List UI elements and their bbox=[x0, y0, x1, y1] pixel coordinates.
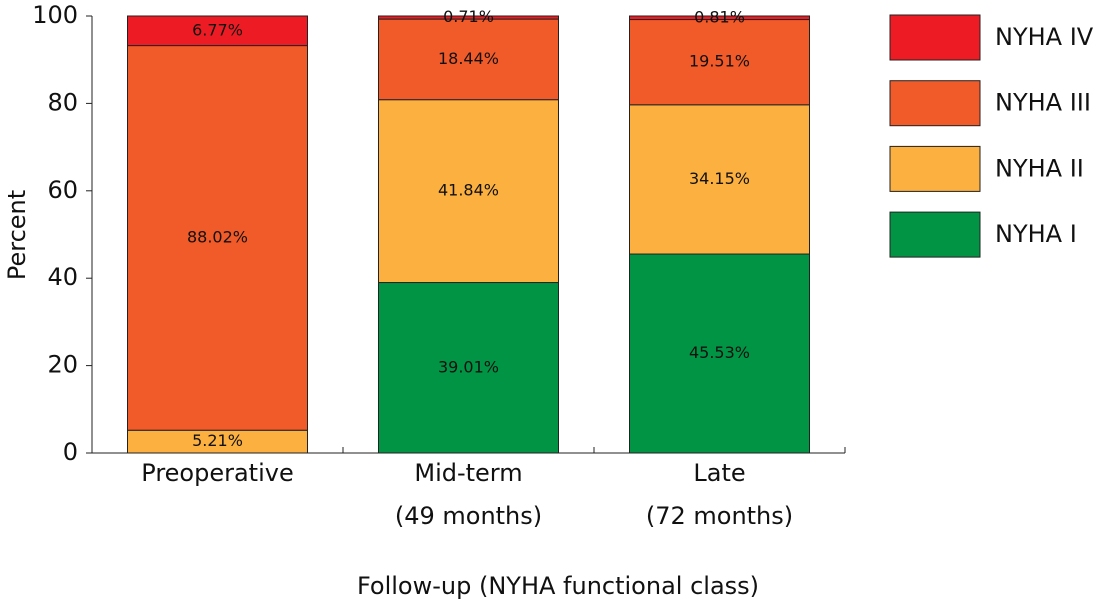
x-tick-label: Mid-term bbox=[414, 459, 522, 487]
x-tick-label: Preoperative bbox=[141, 459, 293, 487]
value-label: 19.51% bbox=[689, 52, 750, 71]
value-label: 39.01% bbox=[438, 357, 499, 376]
value-label: 0.81% bbox=[694, 7, 745, 26]
value-label: 0.71% bbox=[443, 7, 494, 26]
y-tick-label: 80 bbox=[47, 88, 78, 116]
bar-segment bbox=[127, 45, 308, 431]
y-axis-title: Percent bbox=[3, 190, 31, 280]
legend-swatch bbox=[889, 145, 981, 192]
y-tick-label: 20 bbox=[47, 351, 78, 379]
y-tick-label: 0 bbox=[63, 438, 78, 466]
value-label: 34.15% bbox=[689, 169, 750, 188]
legend-label: NYHA II bbox=[995, 154, 1084, 182]
bar-segment bbox=[629, 253, 810, 454]
legend-swatch bbox=[889, 80, 981, 127]
bar-segment bbox=[629, 19, 810, 106]
value-label: 5.21% bbox=[192, 431, 243, 450]
value-label: 88.02% bbox=[187, 227, 248, 246]
x-tick-label: (49 months) bbox=[395, 502, 542, 530]
legend-swatch bbox=[889, 211, 981, 258]
bar-segment bbox=[127, 15, 308, 47]
bar-segment bbox=[378, 18, 559, 101]
x-tick-label: (72 months) bbox=[646, 502, 793, 530]
value-label: 45.53% bbox=[689, 343, 750, 362]
bar-segment bbox=[378, 15, 559, 20]
value-label: 41.84% bbox=[438, 181, 499, 200]
x-tick-label: Late bbox=[693, 459, 745, 487]
legend-label: NYHA I bbox=[995, 220, 1077, 248]
legend-label: NYHA III bbox=[995, 89, 1091, 117]
bar-segment bbox=[378, 282, 559, 454]
y-tick-label: 100 bbox=[32, 1, 78, 29]
legend-label: NYHA IV bbox=[995, 23, 1094, 51]
bar-segment bbox=[629, 15, 810, 21]
bar-segment bbox=[629, 104, 810, 255]
x-axis-title: Follow-up (NYHA functional class) bbox=[357, 572, 759, 600]
bar-segment bbox=[378, 99, 559, 284]
legend-swatch bbox=[889, 14, 981, 61]
y-tick-label: 60 bbox=[47, 176, 78, 204]
value-label: 18.44% bbox=[438, 49, 499, 68]
y-tick-label: 40 bbox=[47, 263, 78, 291]
value-label: 6.77% bbox=[192, 20, 243, 39]
